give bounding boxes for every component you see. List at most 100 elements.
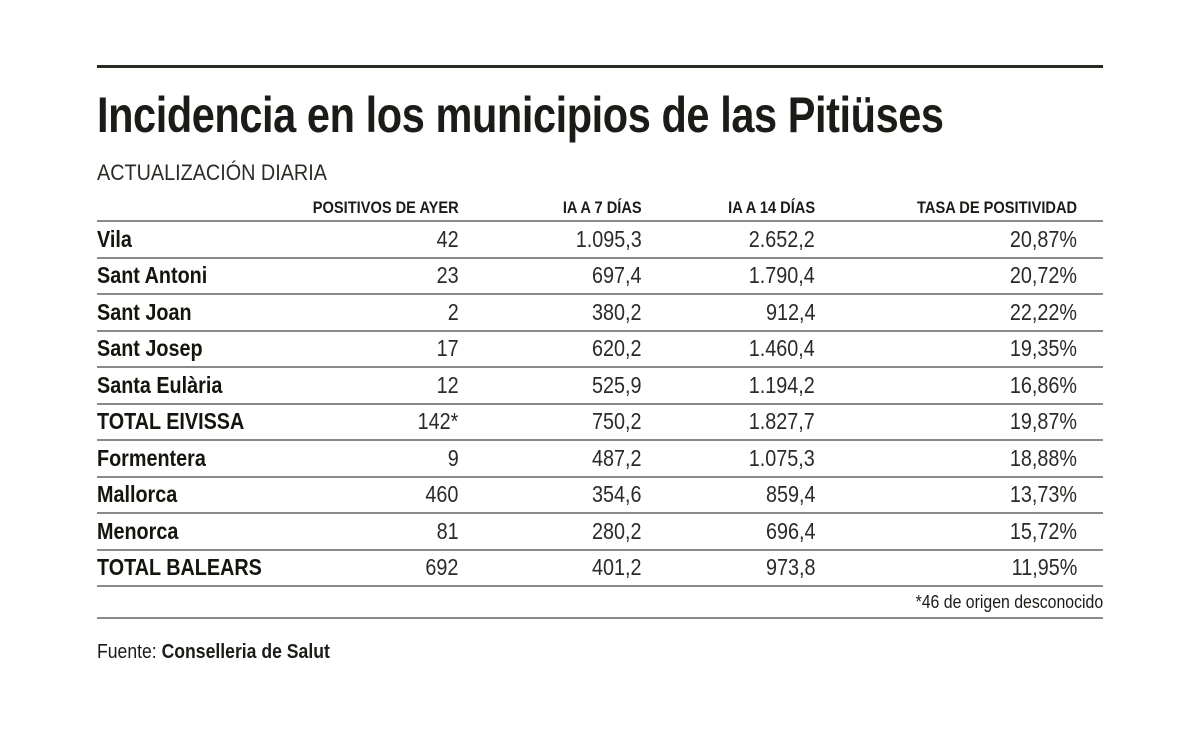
table-cell: 17 xyxy=(288,330,459,368)
table-row: Vila 42 1.095,3 2.652,2 20,87% xyxy=(97,221,1103,259)
column-header: IA A 7 DÍAS xyxy=(458,190,642,222)
row-label: Santa Eulària xyxy=(97,367,289,405)
cell-text: 2.652,2 xyxy=(749,225,816,252)
table-row: Formentera 9 487,2 1.075,3 18,88% xyxy=(97,440,1103,478)
cell-text: 19,87% xyxy=(1010,408,1078,435)
cell-text: 1.095,3 xyxy=(575,225,642,252)
row-label: Sant Josep xyxy=(97,330,289,368)
table-cell: 912,4 xyxy=(641,294,816,332)
column-header-label: IA A 14 DÍAS xyxy=(728,198,816,217)
table-cell: 16,86% xyxy=(815,367,1078,405)
table-row: TOTAL BALEARS 692 401,2 973,8 11,95% xyxy=(97,549,1103,587)
cell-text: 22,22% xyxy=(1010,298,1078,325)
cell-text: TOTAL BALEARS xyxy=(97,554,262,581)
cell-text: 12 xyxy=(436,371,459,398)
column-header-label: IA A 7 DÍAS xyxy=(562,198,642,217)
cell-text: 142* xyxy=(417,408,459,435)
row-label: Menorca xyxy=(97,513,289,551)
column-header: TASA DE POSITIVIDAD xyxy=(815,190,1078,222)
table-cell: 23 xyxy=(288,257,459,295)
table-cell: 1.460,4 xyxy=(641,330,816,368)
column-header-label: POSITIVOS DE AYER xyxy=(312,198,459,217)
cell-text: 620,2 xyxy=(592,335,642,362)
cell-padding xyxy=(1077,330,1103,368)
table-cell: 2.652,2 xyxy=(641,221,816,259)
column-header xyxy=(97,190,289,222)
cell-text: 15,72% xyxy=(1010,517,1078,544)
cell-text: 16,86% xyxy=(1010,371,1078,398)
source-name: Conselleria de Salut xyxy=(161,641,330,663)
table-cell: 696,4 xyxy=(641,513,816,551)
cell-padding xyxy=(1077,367,1103,405)
cell-text: 1.790,4 xyxy=(749,262,816,289)
table-cell: 1.790,4 xyxy=(641,257,816,295)
cell-text: 859,4 xyxy=(765,481,816,508)
table-cell: 354,6 xyxy=(458,476,642,514)
table-cell: 142* xyxy=(288,403,459,441)
cell-text: Santa Eulària xyxy=(97,371,223,398)
column-header: POSITIVOS DE AYER xyxy=(288,190,459,222)
table-cell: 692 xyxy=(288,549,459,587)
cell-text: 973,8 xyxy=(765,554,816,581)
table-cell: 19,87% xyxy=(815,403,1078,441)
table-cell: 18,88% xyxy=(815,440,1078,478)
cell-text: 697,4 xyxy=(592,262,642,289)
table-row: TOTAL EIVISSA 142* 750,2 1.827,7 19,87% xyxy=(97,403,1103,441)
table-cell: 697,4 xyxy=(458,257,642,295)
table-cell: 380,2 xyxy=(458,294,642,332)
cell-padding xyxy=(1077,476,1103,514)
cell-padding xyxy=(1077,549,1103,587)
row-label: Sant Antoni xyxy=(97,257,289,295)
cell-padding xyxy=(1077,257,1103,295)
cell-text: 11,95% xyxy=(1011,554,1078,581)
cell-padding xyxy=(1077,513,1103,551)
table-cell: 15,72% xyxy=(815,513,1078,551)
table-cell: 42 xyxy=(288,221,459,259)
row-label: Formentera xyxy=(97,440,289,478)
cell-text: 1.075,3 xyxy=(749,444,816,471)
table-cell: 2 xyxy=(288,294,459,332)
table-row: Sant Josep 17 620,2 1.460,4 19,35% xyxy=(97,330,1103,368)
cell-text: 42 xyxy=(436,225,459,252)
cell-text: 380,2 xyxy=(592,298,642,325)
cell-text: 18,88% xyxy=(1010,444,1078,471)
cell-text: Menorca xyxy=(97,517,179,544)
table-cell: 620,2 xyxy=(458,330,642,368)
cell-text: 20,72% xyxy=(1010,262,1078,289)
page-title: Incidencia en los municipios de las Piti… xyxy=(97,87,944,143)
column-header-label: TASA DE POSITIVIDAD xyxy=(917,198,1078,217)
table-cell: 525,9 xyxy=(458,367,642,405)
cell-text: 13,73% xyxy=(1010,481,1078,508)
cell-text: 487,2 xyxy=(592,444,642,471)
cell-text: 525,9 xyxy=(592,371,642,398)
cell-text: TOTAL EIVISSA xyxy=(97,408,245,435)
row-label: Sant Joan xyxy=(97,294,289,332)
table-cell: 487,2 xyxy=(458,440,642,478)
cell-padding xyxy=(1077,294,1103,332)
top-rule xyxy=(97,65,1103,68)
cell-text: 280,2 xyxy=(592,517,642,544)
table-cell: 19,35% xyxy=(815,330,1078,368)
table-cell: 81 xyxy=(288,513,459,551)
header-row: POSITIVOS DE AYER IA A 7 DÍAS IA A 14 DÍAS… xyxy=(97,190,1103,222)
cell-padding xyxy=(1077,221,1103,259)
table-cell: 859,4 xyxy=(641,476,816,514)
cell-padding xyxy=(1077,403,1103,441)
table-row: Santa Eulària 12 525,9 1.194,2 16,86% xyxy=(97,367,1103,405)
cell-text: Sant Antoni xyxy=(97,262,208,289)
subtitle: ACTUALIZACIÓN DIARIA xyxy=(97,160,327,185)
cell-padding xyxy=(1077,440,1103,478)
footnote: *46 de origen desconocido xyxy=(915,592,1103,612)
cell-text: 81 xyxy=(436,517,459,544)
cell-text: 401,2 xyxy=(592,554,642,581)
table-cell: 280,2 xyxy=(458,513,642,551)
cell-text: 1.827,7 xyxy=(749,408,816,435)
cell-text: 1.460,4 xyxy=(749,335,816,362)
bottom-rule xyxy=(97,617,1103,619)
cell-text: 912,4 xyxy=(765,298,816,325)
cell-text: Formentera xyxy=(97,444,206,471)
cell-text: 2 xyxy=(447,298,459,325)
table-cell: 20,87% xyxy=(815,221,1078,259)
table-cell: 973,8 xyxy=(641,549,816,587)
cell-text: 1.194,2 xyxy=(749,371,816,398)
